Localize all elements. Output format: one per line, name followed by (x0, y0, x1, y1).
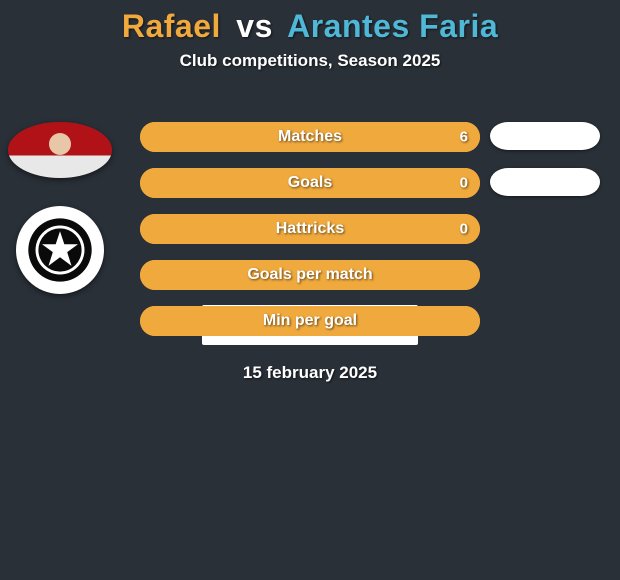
stat-row: Hattricks 0 (140, 214, 480, 244)
player-avatar (8, 122, 112, 178)
right-chip (490, 168, 600, 196)
stat-row: Matches 6 (140, 122, 480, 152)
subtitle: Club competitions, Season 2025 (0, 51, 620, 71)
stat-label: Goals per match (247, 266, 372, 284)
stat-value-left: 0 (460, 175, 468, 192)
stat-label: Min per goal (263, 312, 357, 330)
avatars-column (8, 122, 112, 294)
chip-spacer (490, 260, 600, 306)
title-player1: Rafael (122, 8, 221, 44)
date-label: 15 february 2025 (0, 363, 620, 383)
right-chips-column (490, 122, 600, 352)
player-head-icon (49, 133, 71, 155)
comparison-card: Rafael vs Arantes Faria Club competition… (0, 0, 620, 383)
title-player2: Arantes Faria (287, 8, 498, 44)
stats-column: Matches 6 Goals 0 Hattricks 0 Goals per match M… (140, 122, 480, 352)
stat-label: Matches (278, 128, 342, 146)
title-vs: vs (236, 8, 273, 44)
stat-row: Min per goal (140, 306, 480, 336)
chip-spacer (490, 214, 600, 260)
stat-value-left: 6 (460, 129, 468, 146)
stat-row: Goals 0 (140, 168, 480, 198)
chip-spacer (490, 306, 600, 352)
stat-label: Goals (288, 174, 332, 192)
page-title: Rafael vs Arantes Faria (0, 8, 620, 45)
stat-value-left: 0 (460, 221, 468, 238)
right-chip (490, 122, 600, 150)
team-badge-avatar (16, 206, 104, 294)
stat-label: Hattricks (276, 220, 344, 238)
stat-row: Goals per match (140, 260, 480, 290)
star-badge-icon (24, 214, 96, 286)
